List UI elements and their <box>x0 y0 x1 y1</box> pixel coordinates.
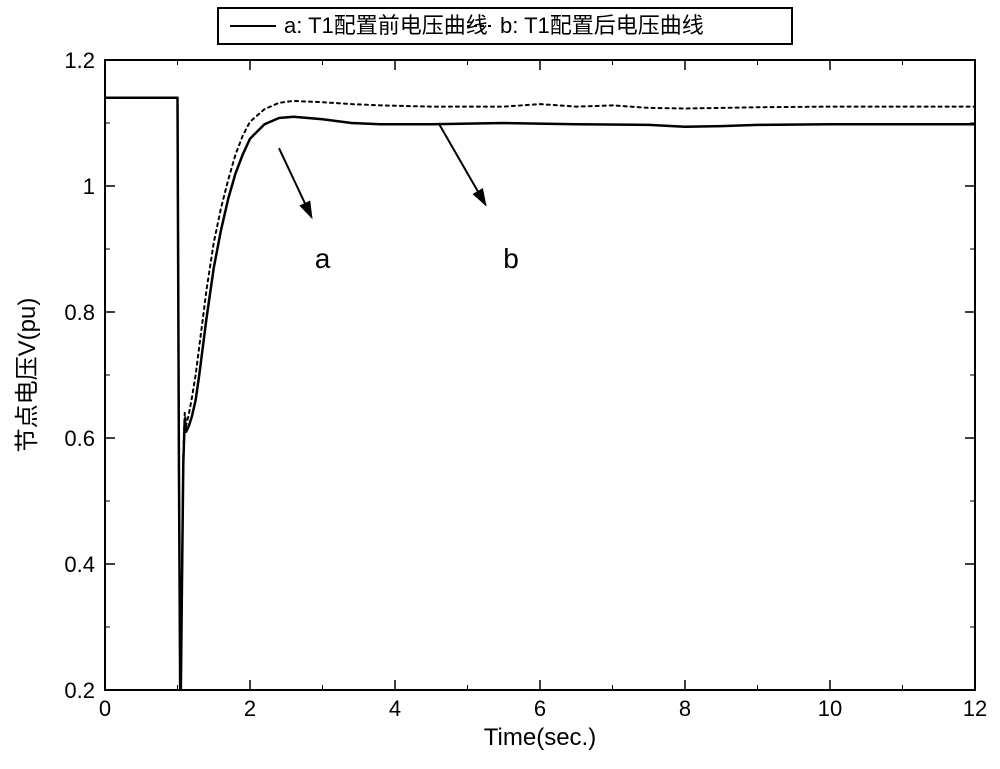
annotation-arrow-b <box>439 123 486 205</box>
annotation-label-a: a <box>315 243 331 274</box>
series-a <box>105 98 975 734</box>
x-tick-label: 0 <box>99 696 111 721</box>
legend-label-0: a: T1配置前电压曲线 <box>284 13 488 38</box>
x-tick-label: 4 <box>389 696 401 721</box>
y-tick-label: 1.2 <box>64 48 95 73</box>
x-tick-label: 8 <box>679 696 691 721</box>
voltage-chart: 0 2 4 6 8 10 12 0.2 0.4 0.6 0.8 1 1.2 Time(sec.) 节点电压V… <box>0 0 1000 769</box>
x-tick-label: 12 <box>963 696 987 721</box>
series-b <box>105 98 975 728</box>
x-axis-label: Time(sec.) <box>484 724 596 751</box>
annotation-label-b: b <box>503 243 519 274</box>
legend-label-1: b: T1配置后电压曲线 <box>500 13 704 38</box>
y-tick-label: 1 <box>83 174 95 199</box>
y-tick-label: 0.8 <box>64 300 95 325</box>
y-axis-label: 节点电压V(pu) <box>14 298 41 453</box>
x-tick-label: 6 <box>534 696 546 721</box>
annotation-arrow-a <box>279 148 312 217</box>
x-tick-label: 2 <box>244 696 256 721</box>
y-tick-label: 0.2 <box>64 678 95 703</box>
x-tick-label: 10 <box>818 696 842 721</box>
chart-container: 0 2 4 6 8 10 12 0.2 0.4 0.6 0.8 1 1.2 Time(sec.) 节点电压V… <box>0 0 1000 769</box>
y-tick-label: 0.6 <box>64 426 95 451</box>
y-tick-label: 0.4 <box>64 552 95 577</box>
